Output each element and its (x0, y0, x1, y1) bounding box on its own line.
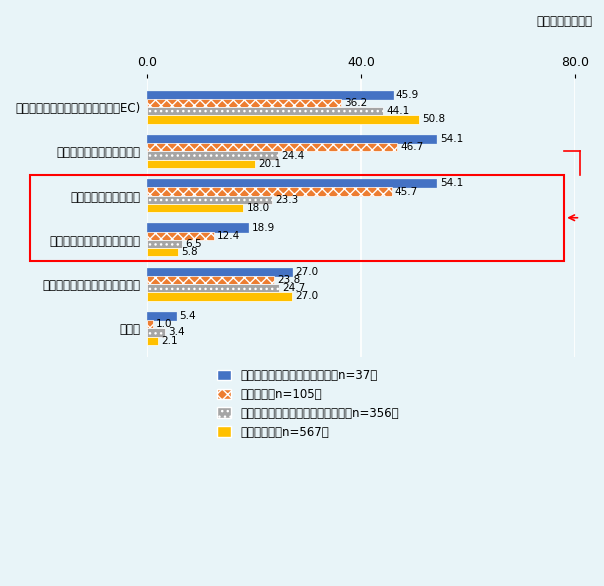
Bar (147, 99, 341, 107)
Text: 45.9: 45.9 (396, 90, 419, 100)
Bar (147, 320, 153, 328)
Bar (147, 276, 274, 284)
Text: 18.0: 18.0 (246, 203, 270, 213)
Bar (147, 223, 248, 231)
Text: 50.8: 50.8 (422, 114, 445, 124)
Bar (147, 91, 393, 99)
Bar (147, 179, 437, 188)
Bar (147, 284, 279, 292)
Text: 5.8: 5.8 (181, 247, 198, 257)
Bar (147, 312, 176, 320)
Bar (147, 107, 383, 115)
Bar (147, 240, 182, 248)
Text: 23.8: 23.8 (278, 275, 301, 285)
Bar (147, 328, 165, 336)
Text: 27.0: 27.0 (295, 291, 318, 301)
Text: 6.5: 6.5 (185, 239, 202, 249)
Bar (147, 204, 243, 212)
Text: 5.4: 5.4 (179, 311, 196, 321)
Text: 20.1: 20.1 (258, 159, 281, 169)
Text: 24.7: 24.7 (283, 283, 306, 293)
Text: 12.4: 12.4 (217, 231, 240, 241)
Bar (147, 115, 419, 124)
Text: （複数回答、％）: （複数回答、％） (536, 15, 592, 28)
Text: 46.7: 46.7 (400, 142, 423, 152)
Text: 44.1: 44.1 (386, 106, 410, 116)
Bar (147, 248, 178, 256)
Legend: 大企業（中堅企業を除く）　（n=37）, 中堅企業（n=105）, 中小企業（小規模企業を除く）　（n=356）, 小規模企業（n=567）: 大企業（中堅企業を除く） （n=37）, 中堅企業（n=105）, 中小企業（小… (217, 369, 399, 439)
Bar (147, 268, 292, 276)
Bar (147, 231, 213, 240)
Text: 36.2: 36.2 (344, 98, 367, 108)
Text: 2.1: 2.1 (162, 336, 178, 346)
Bar (147, 151, 278, 159)
Text: 1.0: 1.0 (156, 319, 172, 329)
Text: 54.1: 54.1 (440, 134, 463, 144)
Text: 45.7: 45.7 (395, 186, 418, 196)
Text: 18.9: 18.9 (251, 223, 275, 233)
Bar (30, 175, 564, 261)
Bar (147, 188, 391, 196)
Text: 27.0: 27.0 (295, 267, 318, 277)
Text: 24.4: 24.4 (281, 151, 304, 161)
Bar (147, 196, 272, 204)
Bar (147, 159, 255, 168)
Bar (147, 292, 292, 301)
Text: 3.4: 3.4 (169, 328, 185, 338)
Bar (147, 336, 158, 345)
Text: 54.1: 54.1 (440, 178, 463, 188)
Bar (147, 143, 397, 151)
Bar (147, 135, 437, 143)
Text: 23.3: 23.3 (275, 195, 298, 205)
